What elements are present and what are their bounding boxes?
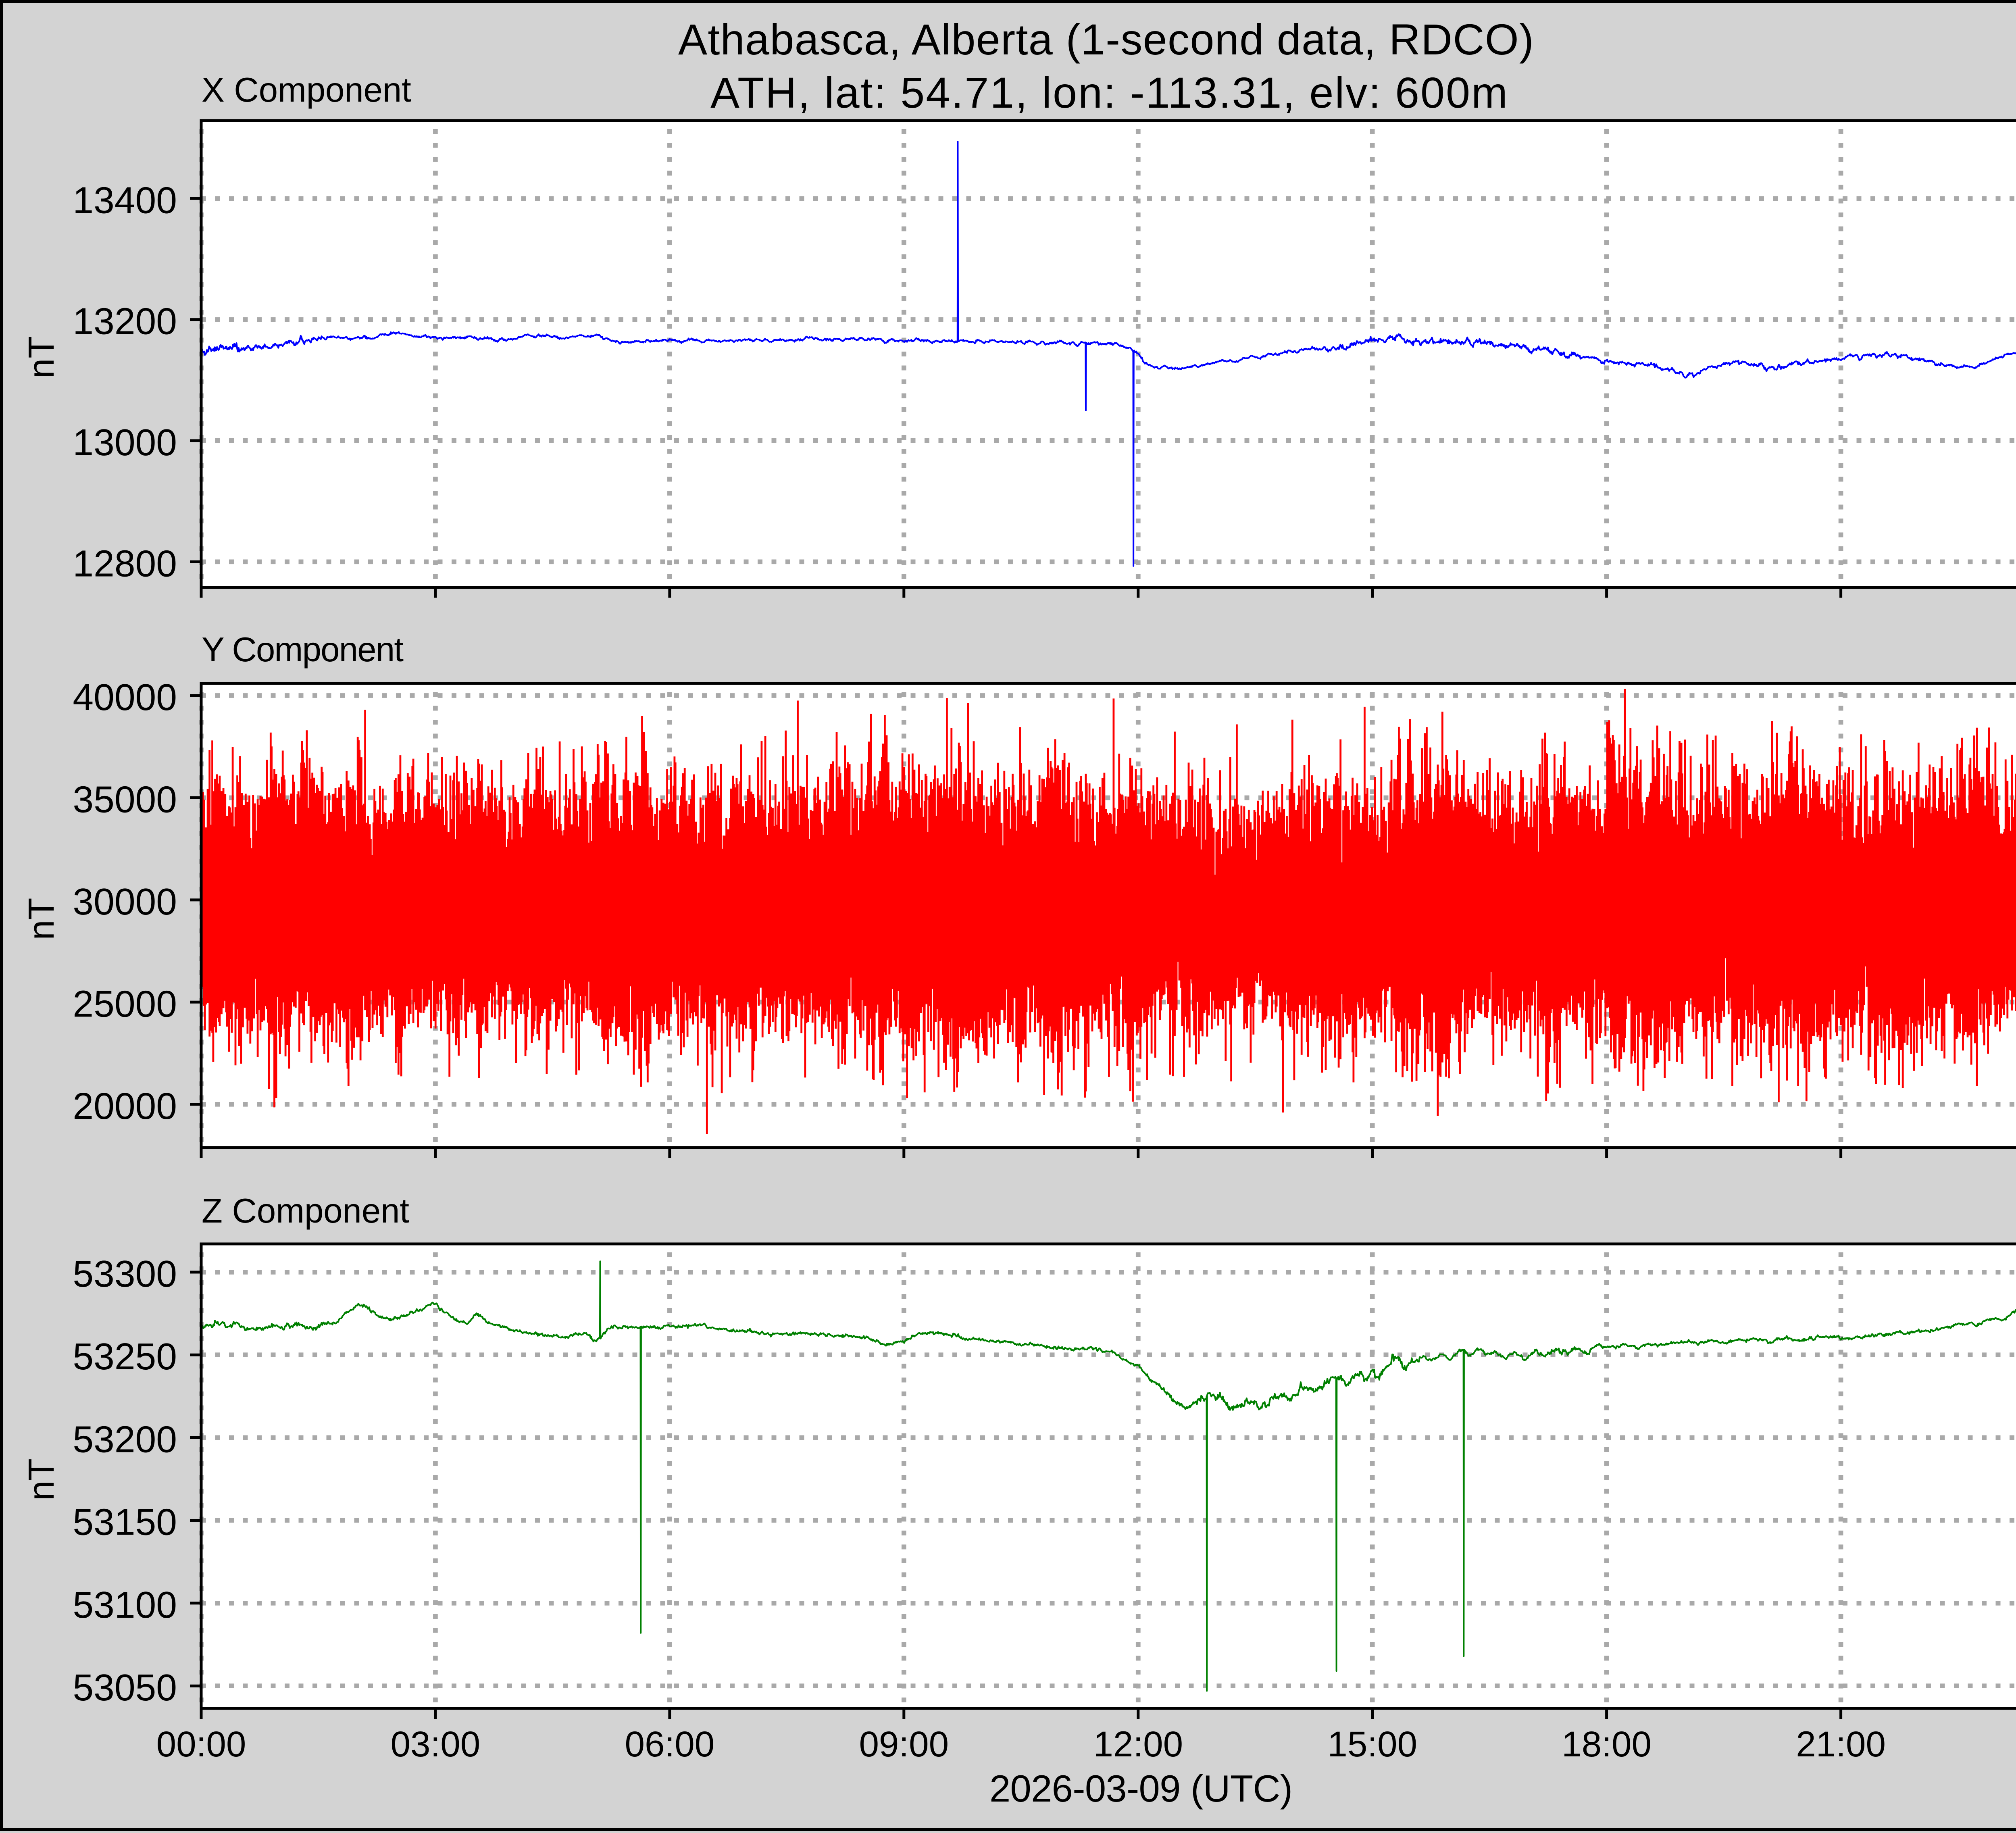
svg-text:ATH, lat: 54.71, lon: -113.31,: ATH, lat: 54.71, lon: -113.31, elv: 600m	[710, 68, 1508, 117]
svg-text:53200: 53200	[73, 1418, 177, 1460]
svg-text:12:00: 12:00	[1093, 1724, 1183, 1764]
svg-text:03:00: 03:00	[391, 1724, 481, 1764]
svg-text:06:00: 06:00	[625, 1724, 715, 1764]
svg-text:20000: 20000	[73, 1085, 177, 1127]
svg-text:12800: 12800	[73, 542, 177, 584]
svg-text:09:00: 09:00	[859, 1724, 949, 1764]
svg-text:40000: 40000	[73, 676, 177, 718]
svg-text:13200: 13200	[73, 300, 177, 342]
svg-text:nT: nT	[21, 898, 62, 940]
svg-text:nT: nT	[21, 336, 62, 379]
svg-text:X Component: X Component	[202, 71, 411, 109]
svg-text:53250: 53250	[73, 1335, 177, 1377]
svg-text:35000: 35000	[73, 779, 177, 821]
svg-text:53100: 53100	[73, 1584, 177, 1626]
svg-text:2026-03-09 (UTC): 2026-03-09 (UTC)	[989, 1767, 1293, 1810]
svg-text:Y Component: Y Component	[202, 631, 404, 669]
svg-text:00:00: 00:00	[156, 1724, 246, 1764]
svg-text:Z Component: Z Component	[202, 1192, 409, 1230]
svg-text:21:00: 21:00	[1796, 1724, 1886, 1764]
svg-text:Athabasca, Alberta (1-second d: Athabasca, Alberta (1-second data, RDCO)	[678, 15, 1534, 64]
svg-text:30000: 30000	[73, 881, 177, 923]
svg-text:15:00: 15:00	[1327, 1724, 1417, 1764]
svg-text:18:00: 18:00	[1562, 1724, 1652, 1764]
svg-text:13000: 13000	[73, 421, 177, 463]
svg-text:53150: 53150	[73, 1501, 177, 1543]
svg-text:25000: 25000	[73, 983, 177, 1025]
svg-text:13400: 13400	[73, 179, 177, 221]
svg-text:nT: nT	[21, 1458, 62, 1501]
svg-text:53300: 53300	[73, 1253, 177, 1295]
svg-text:53050: 53050	[73, 1666, 177, 1708]
